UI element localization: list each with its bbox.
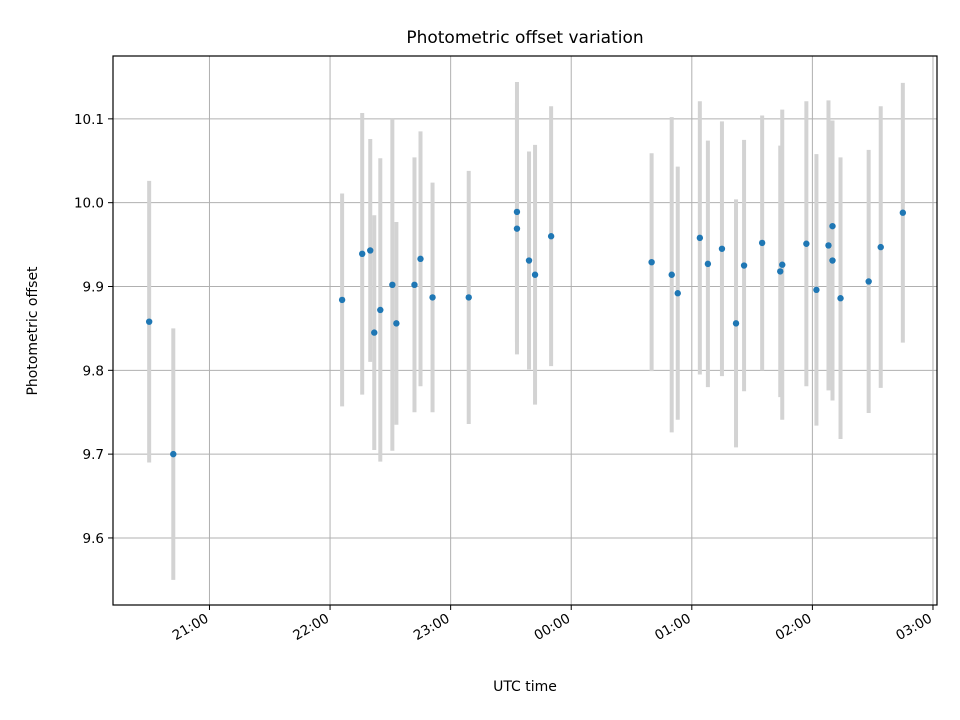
data-point [825,242,832,249]
data-point [865,278,872,285]
data-point [803,240,810,247]
data-point [696,234,704,242]
data-point [877,243,884,251]
data-point [740,262,748,269]
data-point [829,257,836,264]
data-point [758,239,766,247]
x-axis-label: UTC time [493,679,557,695]
data-point [377,306,384,314]
data-point [547,233,555,240]
data-point [525,257,533,264]
y-tick-label: 9.6 [83,531,104,547]
data-point [704,260,712,268]
data-point [648,258,655,266]
chart-title: Photometric offset variation [406,28,643,48]
data-point [829,222,836,230]
y-tick-label: 10.0 [74,196,104,212]
data-point [359,250,366,258]
grid [113,56,937,605]
y-axis-label: Photometric offset [25,266,41,396]
y-tick-label: 9.8 [83,363,104,379]
data-point [417,255,424,263]
y-tick-label: 9.9 [83,279,104,295]
data-point [367,247,374,254]
data-point [170,450,177,458]
data-point [389,281,396,289]
data-point [429,294,436,301]
data-point [513,208,521,216]
data-point [674,290,681,297]
data-point [338,296,346,304]
data-point [899,209,907,216]
y-axis-ticks: 9.6 9.7 9.8 9.9 10.0 10.1 [74,112,113,547]
data-point [531,271,539,278]
data-point [145,318,153,325]
data-point [779,261,786,268]
data-markers [145,208,907,458]
y-tick-label: 9.7 [83,447,104,463]
data-point [668,271,675,278]
y-tick-label: 10.1 [74,112,104,128]
data-point [371,329,378,336]
data-point [837,295,844,302]
data-point [732,320,740,327]
data-point [393,320,400,327]
data-point [813,286,820,294]
data-point [513,225,521,232]
data-point [777,268,784,275]
data-point [411,281,418,289]
plot-frame [112,55,938,606]
data-point [718,245,726,252]
data-point [465,294,472,301]
